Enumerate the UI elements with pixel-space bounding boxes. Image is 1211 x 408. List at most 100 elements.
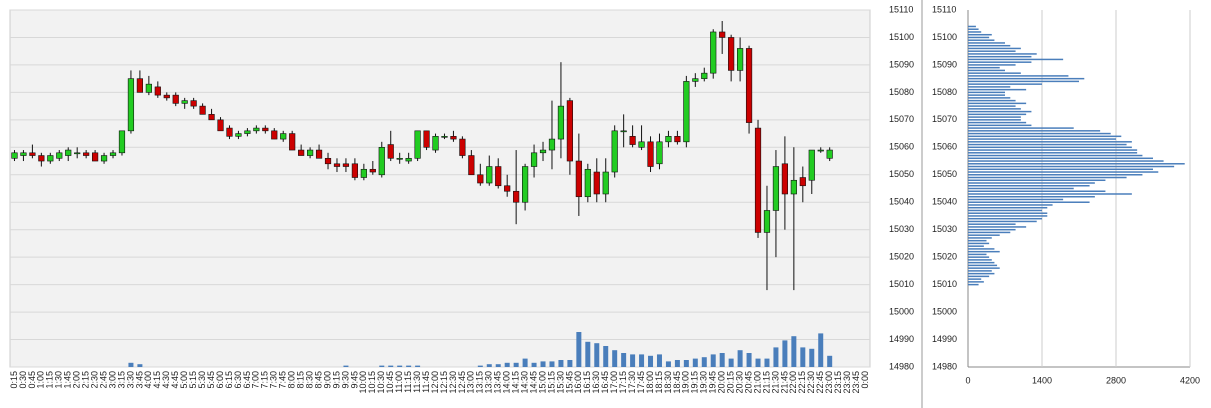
y-tick-label: 15110 [889,4,913,14]
y-tick-label: 15070 [889,114,914,124]
candle-body [307,149,314,156]
x-tick-label: 20:00 [717,371,727,394]
x-tick-label: 13:30 [484,371,494,394]
x-tick-label: 14:45 [528,371,538,394]
volume-bar [737,350,743,367]
profile-bar [968,72,1021,74]
candle-body [638,141,645,148]
candle-body [217,119,224,132]
x-tick-label: 20:30 [734,371,744,394]
x-tick-label: 2:00 [72,371,82,389]
candle-body [324,157,332,165]
y-tick-label: 14980 [889,361,914,371]
x-tick-label: 10:15 [367,371,377,394]
volume-bar [504,362,510,367]
x-tick-label: 13:45 [493,371,503,394]
profile-bar [968,253,987,256]
volume-bar [746,353,752,367]
x-tick-label: 6:30 [233,371,243,389]
x-tick-label: 15:15 [546,371,556,394]
volume-bar [621,353,627,367]
volume-bar [630,354,636,367]
x-tick-label: 7:00 [251,371,261,389]
x-tick-label: 7:15 [260,371,270,389]
candle-body [432,136,439,151]
candle-body [737,48,744,71]
x-tick-label: 21:30 [770,371,780,394]
x-tick-label: 11:45 [421,371,431,393]
profile-bar [968,61,1032,63]
x-tick-label: 5:45 [206,371,216,389]
x-tick-label: 9:45 [349,371,359,389]
x-tick-label: 4:15 [152,371,162,389]
candle-body [647,141,654,167]
x-tick-label: 19:30 [699,371,709,394]
x-tick-label: 18:45 [672,371,682,394]
profile-bar [968,261,995,264]
x-tick-label: 14:30 [519,371,529,394]
profile-bar [968,50,1016,52]
profile-x-tick-label: 4200 [1180,375,1200,385]
profile-bar [968,168,1153,171]
profile-bar [968,259,992,261]
profile-bar [968,278,982,280]
x-tick-label: 21:00 [752,371,762,394]
candle-body [208,114,215,121]
profile-bar [968,272,995,275]
candle-body [423,130,430,148]
x-tick-label: 11:00 [394,371,404,393]
x-tick-label: 6:15 [224,371,234,389]
volume-bar [388,365,394,367]
y-tick-label: 15080 [889,87,914,97]
plot-area [9,9,871,368]
x-tick-label: 22:00 [788,371,798,394]
y-tick-label: 15100 [889,32,914,42]
candle-body [790,179,797,195]
candle-body [611,130,618,173]
x-tick-label: 18:00 [645,371,655,394]
profile-bar [968,124,1032,127]
profile-y-tick-label: 14980 [932,361,957,371]
y-tick-label: 15060 [889,142,914,152]
profile-bar [968,88,1027,91]
x-tick-label: 17:30 [627,371,637,394]
profile-y-tick-label: 15030 [932,224,957,234]
profile-y-tick-label: 15090 [932,59,957,69]
x-tick-label: 7:30 [269,371,279,389]
volume-bar [540,361,546,367]
profile-bar [968,25,976,28]
x-tick-label: 23:45 [851,371,861,394]
profile-bar [968,248,995,250]
profile-bar [968,256,990,258]
x-tick-label: 2:15 [81,371,91,389]
profile-y-tick-label: 15000 [932,306,957,316]
x-tick-label: 19:00 [681,371,691,394]
volume-bar [791,336,797,367]
volume-bar [522,358,528,367]
candle-body [74,152,81,155]
profile-bar [968,160,1164,162]
x-tick-label: 6:00 [215,371,225,389]
x-tick-label: 0:00 [860,371,870,389]
candle-body [315,149,323,159]
candle-body [665,136,672,143]
profile-bar [968,80,1079,83]
profile-bar [968,31,982,33]
candle-body [781,163,788,195]
x-tick-label: 11:15 [403,371,413,393]
candle-body [387,144,394,159]
candle-body [109,152,117,156]
candle-body [163,94,170,99]
x-tick-label: 11:30 [412,371,422,393]
x-tick-label: 18:15 [654,371,664,394]
volume-bar [719,353,725,367]
profile-bar [968,132,1111,135]
candle-body [226,127,233,137]
profile-bar [968,58,1064,61]
volume-bar [513,362,519,367]
candle-body [477,174,484,184]
x-tick-label: 21:15 [761,371,771,394]
volume-bar [656,354,662,367]
profile-bar [968,198,1064,201]
profile-bar [968,91,1005,94]
